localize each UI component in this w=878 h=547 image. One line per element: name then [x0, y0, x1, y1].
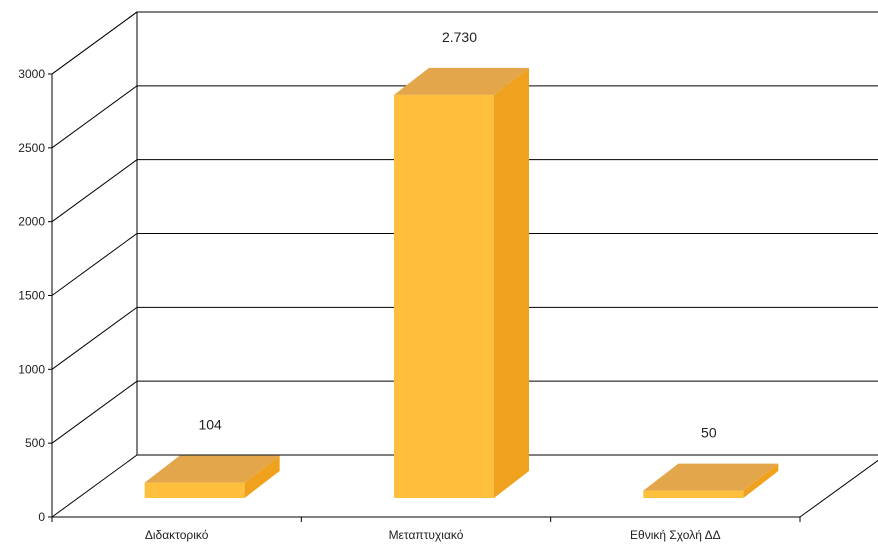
y-tick-label: 0: [38, 510, 45, 524]
y-tick-label: 1500: [18, 289, 45, 303]
x-category-label: Εθνική Σχολή ΔΔ: [630, 528, 721, 542]
y-tick-label: 2000: [18, 215, 45, 229]
y-tick-label: 500: [25, 436, 45, 450]
bar-side-face: [743, 463, 779, 498]
bar-front-face: [394, 94, 494, 499]
bar-front-face: [144, 482, 245, 498]
axis-layer: [48, 73, 878, 522]
bar-side-face: [494, 67, 529, 499]
y-tick-label: 2500: [18, 141, 45, 155]
y-tick-label: 1000: [18, 362, 45, 376]
bar-layer: [144, 67, 779, 499]
y-tick-label: 3000: [18, 67, 45, 81]
top-diagonal: [51, 11, 138, 75]
bar-value-label: 50: [701, 425, 717, 441]
bar-top-face: [144, 455, 280, 483]
x-category-label: Μεταπτυχιακό: [389, 528, 464, 542]
bar: [144, 455, 280, 498]
grid-layer: [51, 11, 878, 518]
floor-right-edge: [799, 459, 878, 518]
label-layer: 0 500 1000 1500 2000 2500 3000 Διδακτορικό Μεταπ…: [18, 29, 720, 542]
bar-side-face: [244, 455, 280, 498]
bar-value-label: 2.730: [442, 29, 477, 45]
bar: [643, 463, 779, 498]
bar-top-face: [394, 67, 529, 95]
bar-top-face: [643, 463, 779, 491]
bar: [394, 67, 529, 499]
bar-value-label: 104: [198, 417, 222, 433]
x-category-label: Διδακτορικό: [145, 528, 209, 542]
bar-front-face: [643, 490, 744, 498]
